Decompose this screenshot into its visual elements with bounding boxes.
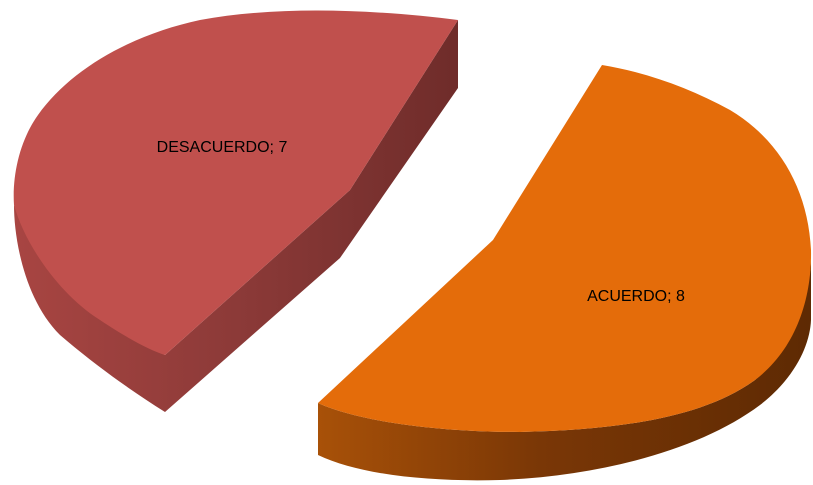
slice-acuerdo <box>318 65 812 481</box>
slice-label-acuerdo: ACUERDO; 8 <box>587 288 685 305</box>
slice-desacuerdo-top <box>13 10 458 355</box>
slice-acuerdo-side <box>318 260 811 481</box>
slice-label-desacuerdo: DESACUERDO; 7 <box>157 139 288 156</box>
slice-desacuerdo-side <box>14 20 458 412</box>
slice-acuerdo-top <box>318 65 812 432</box>
slice-desacuerdo <box>13 10 458 412</box>
